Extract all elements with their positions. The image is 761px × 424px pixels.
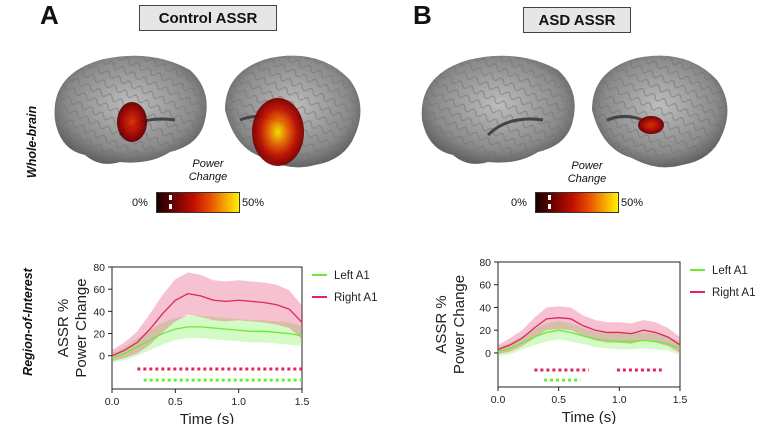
- colorbar-a-min: 0%: [132, 197, 148, 209]
- chart-a-ytick-label: 60: [93, 284, 105, 296]
- colorbar-b-title-line1: Power: [571, 160, 603, 172]
- colorbar-a: [156, 192, 240, 213]
- chart-a-xtick-label: 0.5: [168, 396, 183, 408]
- brain-asd-right: [592, 55, 728, 168]
- chart-b-ytick-label: 60: [479, 280, 491, 292]
- chart-a-xtick-label: 1.0: [231, 396, 246, 408]
- colorbar-b: [535, 192, 619, 213]
- chart-b-ytick-label: 40: [479, 302, 491, 314]
- chart-b-xtick-label: 0.5: [551, 394, 566, 406]
- colorbar-a-title-line1: Power: [192, 158, 224, 170]
- colorbar-a-title-line2: Change: [188, 170, 228, 183]
- chart-a-ytick-label: 80: [93, 262, 105, 274]
- chart-a-axes-frame: [111, 266, 303, 390]
- chart-b-series-line-left-a1: [497, 329, 681, 353]
- activation-asd-right: [638, 116, 664, 134]
- chart-b-xtick-label: 1.5: [673, 394, 688, 406]
- chart-a-series-line-right-a1: [111, 292, 303, 357]
- chart-b-ylabel-line2: Power Change: [451, 275, 468, 374]
- chart-a-series-line-left-a1: [111, 326, 303, 359]
- chart-a-ytick-label: 20: [93, 329, 105, 341]
- chart-a-xtick-label: 0.0: [105, 396, 120, 408]
- panel-title-asd: ASD ASSR: [523, 7, 631, 33]
- chart-b-xlabel: Time (s): [562, 409, 616, 424]
- chart-b-axes-frame: [497, 261, 681, 388]
- chart-a-ytick-label: 40: [93, 306, 105, 318]
- panel-letter-a: A: [40, 0, 59, 30]
- chart-b-ytick-label: 20: [479, 325, 491, 337]
- chart-a-ci-band-left-a1: [112, 315, 302, 363]
- chart-b: 0 20 40 60 80 0.0 0.5 1.0 1.5 Time (s) ASSR % Power…: [433, 257, 755, 424]
- chart-a-ytick-label: 0: [99, 351, 105, 363]
- activation-control-right: [252, 98, 304, 166]
- colorbar-a-title: Power Change: [168, 158, 248, 183]
- chart-b-ci-band-left-a1: [498, 321, 680, 357]
- chart-b-ci-band-right-a1: [498, 306, 680, 355]
- panel-letter-b: B: [413, 0, 432, 30]
- chart-a-ci-band-right-a1: [112, 272, 302, 362]
- panel-title-control: Control ASSR: [139, 5, 277, 31]
- chart-b-series-line-right-a1: [497, 317, 681, 351]
- chart-a-ylabel-line1: ASSR %: [55, 299, 72, 357]
- colorbar-b-title: Power Change: [547, 160, 627, 185]
- brain-images: [54, 55, 728, 168]
- activation-control-left: [117, 102, 147, 142]
- colorbar-b-min: 0%: [511, 197, 527, 209]
- colorbar-b-max: 50%: [621, 197, 644, 209]
- chart-b-ytick-label: 80: [479, 257, 491, 269]
- chart-a-ylabel-line2: Power Change: [73, 278, 90, 377]
- chart-b-ylabel-line1: ASSR %: [433, 295, 450, 353]
- chart-b-ytick-label: 0: [485, 348, 491, 360]
- chart-a-xtick-label: 1.5: [295, 396, 310, 408]
- chart-b-xtick-label: 0.0: [491, 394, 506, 406]
- chart-b-legend-label-left-a1: Left A1: [712, 265, 748, 277]
- brain-control-right: [225, 55, 361, 168]
- brain-asd-left: [421, 55, 575, 164]
- brain-control-left: [54, 55, 207, 164]
- chart-a-legend-label-right-a1: Right A1: [334, 292, 377, 304]
- chart-a-legend-label-left-a1: Left A1: [334, 270, 370, 282]
- colorbar-a-max: 50%: [242, 197, 265, 209]
- chart-b-xtick-label: 1.0: [612, 394, 627, 406]
- chart-a: 0 20 40 60 80 0.0 0.5 1.0 1.5 Time (s) ASSR % Power…: [55, 262, 377, 424]
- chart-a-xlabel: Time (s): [180, 411, 234, 424]
- colorbar-b-title-line2: Change: [567, 172, 607, 185]
- chart-b-legend-label-right-a1: Right A1: [712, 287, 755, 299]
